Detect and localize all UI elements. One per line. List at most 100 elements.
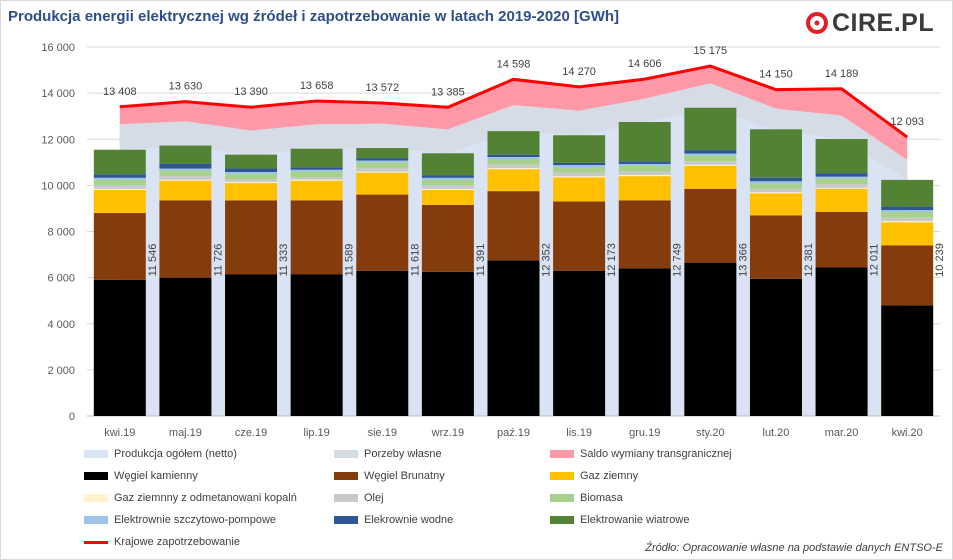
y-tick-label: 12 000 — [41, 134, 75, 146]
bar-segment — [290, 167, 343, 170]
bar-segment — [815, 211, 868, 268]
x-tick-label: mar.20 — [825, 427, 859, 439]
bar-segment — [159, 176, 212, 180]
bar-segment — [356, 171, 409, 173]
bar-segment — [815, 267, 868, 416]
bar-segment — [618, 161, 671, 164]
bar-segment — [618, 165, 671, 172]
bar-segment — [881, 305, 934, 416]
production-label: 11 589 — [344, 244, 356, 277]
bar-segment — [290, 179, 343, 181]
bar-segment — [290, 180, 343, 201]
bar-segment — [356, 270, 409, 416]
bar-segment — [815, 138, 868, 174]
bar-segment — [553, 135, 606, 163]
cire-logo: CIRE.PL — [806, 8, 934, 38]
bar-segment — [225, 154, 278, 169]
bar-segment — [93, 279, 146, 416]
bar-segment — [225, 179, 278, 182]
x-tick-label: maj.19 — [169, 427, 202, 439]
bar-segment — [93, 149, 146, 175]
bar-segment — [881, 179, 934, 207]
bar-segment — [684, 155, 737, 162]
bar-segment — [684, 150, 737, 154]
demand-label: 14 598 — [497, 58, 531, 70]
y-tick-label: 14 000 — [41, 88, 75, 100]
x-tick-label: kwi.20 — [892, 427, 923, 439]
bar-segment — [487, 168, 540, 170]
bar-segment — [881, 206, 934, 211]
bar-segment — [93, 177, 146, 180]
bar-segment — [881, 221, 934, 223]
production-label: 12 381 — [803, 243, 815, 277]
demand-line — [119, 64, 909, 139]
bar-segment — [421, 189, 474, 205]
bar-segment — [225, 181, 278, 184]
production-label: 11 618 — [409, 244, 421, 277]
bar-segment — [159, 170, 212, 177]
bar-segment — [421, 179, 474, 186]
production-label: 13 366 — [737, 243, 749, 277]
bar-segment — [421, 175, 474, 178]
demand-label: 15 175 — [694, 45, 728, 57]
demand-label: 12 093 — [890, 116, 924, 128]
demand-label: 13 630 — [169, 81, 203, 93]
y-tick-label: 4 000 — [47, 319, 75, 331]
bar-segment — [290, 274, 343, 416]
cire-logo-icon — [806, 12, 828, 34]
y-tick-label: 16 000 — [41, 42, 75, 54]
source-note: Źródło: Opracowanie własne na podstawie … — [645, 542, 943, 554]
bar-segment — [356, 160, 409, 163]
bar-segment — [618, 163, 671, 166]
bar-segment — [749, 193, 802, 216]
production-label: 11 546 — [147, 244, 159, 277]
bar-segment — [749, 183, 802, 189]
y-tick-label: 8 000 — [47, 227, 75, 239]
bar-segment — [356, 168, 409, 172]
bar-segment — [749, 177, 802, 182]
demand-label: 14 270 — [562, 66, 596, 78]
bar-segment — [881, 222, 934, 246]
bar-segment — [553, 162, 606, 166]
bar-segment — [93, 213, 146, 280]
y-tick-label: 0 — [69, 411, 75, 423]
bar-segment — [553, 176, 606, 178]
bar-segment — [881, 245, 934, 306]
bar-segment — [290, 171, 343, 178]
bar-segment — [225, 200, 278, 275]
bar-segment — [749, 181, 802, 184]
production-label: 11 726 — [212, 244, 224, 277]
bar-segment — [159, 145, 212, 164]
x-tick-label: gru.19 — [629, 427, 660, 439]
demand-label: 13 572 — [365, 82, 399, 94]
bar-segment — [159, 277, 212, 416]
bar-segment — [225, 168, 278, 172]
bar-segment — [225, 171, 278, 174]
bar-segment — [93, 179, 146, 186]
bar-segment — [684, 107, 737, 151]
x-tick-label: kwi.19 — [104, 427, 135, 439]
bar-segment — [290, 169, 343, 172]
bar-segment — [487, 191, 540, 261]
bar-segment — [487, 158, 540, 165]
bar-segment — [93, 185, 146, 189]
chart-title: Produkcja energii elektrycznej wg źródeł… — [8, 8, 620, 25]
x-tick-label: wrz.19 — [431, 427, 464, 439]
demand-label: 14 150 — [759, 69, 793, 81]
production-label: 11 391 — [475, 244, 487, 277]
x-tick-label: sie.19 — [368, 427, 397, 439]
bar-segment — [487, 157, 540, 159]
bar-segment — [421, 177, 474, 180]
bar-segment — [815, 173, 868, 177]
bar-segment — [749, 278, 802, 416]
bar-segment — [290, 200, 343, 275]
bar-segment — [749, 188, 802, 193]
bar-segment — [225, 274, 278, 416]
bar-segment — [487, 154, 540, 158]
bar-segment — [93, 174, 146, 178]
y-tick-label: 6 000 — [47, 273, 75, 285]
bar-segment — [290, 148, 343, 168]
bar-segment — [684, 262, 737, 416]
bar-segment — [618, 121, 671, 162]
